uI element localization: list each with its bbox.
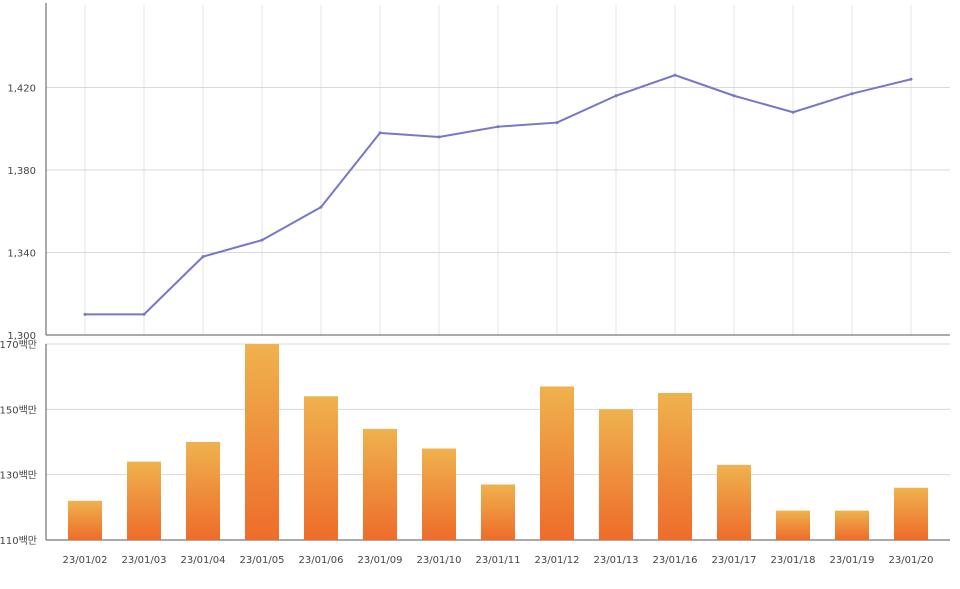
line-y-tick-label: 1,420 bbox=[7, 84, 36, 95]
volume-bar bbox=[127, 461, 161, 540]
line-y-tick-label: 1,380 bbox=[7, 166, 36, 177]
line-y-tick-label: 1,340 bbox=[7, 249, 36, 260]
volume-bar bbox=[894, 487, 928, 540]
bar-y-tick-label: 110백만 bbox=[0, 535, 37, 547]
price-line-point bbox=[732, 94, 736, 98]
volume-bar bbox=[599, 409, 633, 540]
volume-bar bbox=[363, 428, 397, 540]
price-line-chart: 1,300 1,340 1,380 1,420 bbox=[7, 3, 950, 342]
price-line-point bbox=[909, 77, 913, 81]
x-tick-label: 23/01/04 bbox=[181, 555, 226, 566]
volume-bar bbox=[68, 500, 102, 540]
volume-bar bbox=[658, 393, 692, 540]
volume-bar bbox=[481, 484, 515, 540]
bar-y-tick-label: 170백만 bbox=[0, 339, 37, 351]
price-line-point bbox=[614, 94, 618, 98]
x-tick-label: 23/01/06 bbox=[299, 555, 344, 566]
price-line-point bbox=[791, 110, 795, 114]
bar-y-tick-label: 130백만 bbox=[0, 470, 37, 482]
x-tick-label: 23/01/10 bbox=[417, 555, 462, 566]
x-tick-label: 23/01/02 bbox=[63, 555, 108, 566]
bar-y-tick-label: 150백만 bbox=[0, 404, 37, 416]
x-tick-label: 23/01/19 bbox=[830, 555, 875, 566]
volume-bar-chart: 110백만 130백만 150백만 170백만 bbox=[0, 339, 950, 547]
price-line-point bbox=[319, 205, 323, 209]
x-tick-label: 23/01/20 bbox=[889, 555, 934, 566]
volume-bar bbox=[540, 386, 574, 540]
price-line-point bbox=[378, 131, 382, 135]
line-y-tick-label: 1,300 bbox=[7, 331, 36, 342]
price-line-point bbox=[850, 92, 854, 96]
x-axis: 23/01/02 23/01/03 23/01/04 23/01/05 23/01/06… bbox=[63, 555, 934, 566]
price-line-point bbox=[673, 73, 677, 77]
x-tick-label: 23/01/16 bbox=[653, 555, 698, 566]
x-tick-label: 23/01/03 bbox=[122, 555, 167, 566]
x-tick-label: 23/01/05 bbox=[240, 555, 285, 566]
volume-bar bbox=[304, 396, 338, 540]
volume-bar bbox=[835, 510, 869, 540]
volume-bar bbox=[422, 448, 456, 540]
volume-bar bbox=[717, 464, 751, 540]
volume-bar bbox=[245, 344, 279, 540]
x-tick-label: 23/01/12 bbox=[535, 555, 580, 566]
price-line-point bbox=[437, 135, 441, 139]
volume-bar bbox=[186, 442, 220, 540]
price-line-point bbox=[201, 255, 205, 259]
price-line-point bbox=[555, 121, 559, 125]
x-tick-label: 23/01/13 bbox=[594, 555, 639, 566]
x-tick-label: 23/01/17 bbox=[712, 555, 757, 566]
price-line-point bbox=[83, 312, 87, 316]
x-tick-label: 23/01/09 bbox=[358, 555, 403, 566]
price-line-point bbox=[496, 125, 500, 129]
x-tick-label: 23/01/18 bbox=[771, 555, 816, 566]
volume-bar bbox=[776, 510, 810, 540]
price-line-point bbox=[260, 238, 264, 242]
x-tick-label: 23/01/11 bbox=[476, 555, 521, 566]
price-line-point bbox=[142, 312, 146, 316]
